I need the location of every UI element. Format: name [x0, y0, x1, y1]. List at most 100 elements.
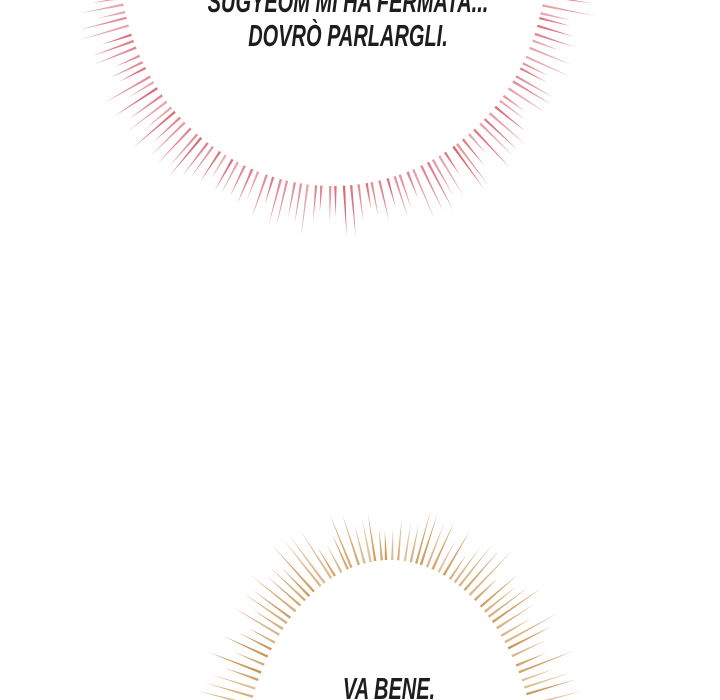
- burst-spike: [379, 527, 383, 561]
- burst-spike: [431, 159, 453, 196]
- burst-spike: [406, 171, 418, 199]
- burst-spike: [463, 549, 500, 592]
- burst-spike: [438, 155, 464, 196]
- burst-spike: [283, 539, 322, 587]
- burst-spike: [110, 61, 144, 78]
- burst-spike: [487, 587, 529, 618]
- burst-spike: [281, 567, 311, 597]
- burst-spike: [127, 100, 168, 132]
- burst-spike: [507, 87, 546, 113]
- burst-spike: [92, 0, 116, 3]
- burst-spike: [437, 540, 456, 573]
- burst-spike: [502, 94, 525, 112]
- burst-spike: [491, 587, 542, 624]
- speech-line: SUGYEOM MI HA FERMATA...: [207, 0, 489, 19]
- burst-spike: [532, 39, 559, 50]
- burst-spike: [300, 530, 333, 579]
- burst-spike: [496, 604, 535, 630]
- burst-spike: [251, 174, 268, 218]
- top-bubble-spikes: [80, 0, 596, 237]
- burst-spike: [80, 16, 127, 30]
- burst-spike: [229, 165, 246, 197]
- burst-spike: [519, 67, 547, 83]
- burst-spike: [488, 112, 526, 145]
- burst-spike: [326, 544, 343, 573]
- burst-spike: [182, 142, 209, 176]
- burst-spike: [329, 513, 353, 569]
- burst-spike: [425, 521, 445, 568]
- burst-spike: [197, 690, 237, 700]
- burst-spike: [483, 118, 518, 150]
- burst-spike: [515, 75, 553, 98]
- burst-spike: [239, 633, 272, 651]
- burst-spike: [357, 184, 364, 222]
- burst-spike: [507, 626, 552, 650]
- burst-spike: [384, 530, 388, 561]
- speech-line: VA BENE.: [342, 671, 436, 700]
- burst-spike: [484, 586, 517, 613]
- burst-spike: [409, 523, 420, 563]
- burst-spike: [319, 185, 323, 212]
- burst-spike: [220, 161, 239, 195]
- burst-spike: [448, 554, 467, 580]
- burst-spike: [479, 122, 513, 156]
- burst-spike: [511, 640, 546, 658]
- burst-spike: [452, 145, 485, 190]
- burst-spike: [378, 180, 390, 222]
- bottom-bubble-spikes: [197, 510, 583, 700]
- burst-spike: [431, 520, 455, 570]
- burst-spike: [342, 185, 347, 237]
- burst-spike: [518, 651, 574, 674]
- burst-spike: [391, 527, 394, 561]
- burst-spike: [537, 24, 574, 37]
- burst-spike: [442, 529, 471, 576]
- burst-spike: [461, 138, 485, 166]
- burst-spike: [204, 682, 254, 698]
- burst-spike: [223, 635, 269, 658]
- burst-spike: [301, 184, 309, 237]
- burst-spike: [479, 574, 518, 608]
- burst-spike: [224, 667, 259, 682]
- burst-spike: [515, 653, 547, 667]
- burst-spike: [334, 186, 337, 217]
- burst-spike: [368, 513, 377, 562]
- burst-spike: [426, 161, 454, 211]
- burst-spike: [80, 24, 129, 40]
- burst-spike: [354, 524, 366, 564]
- burst-spike: [250, 574, 297, 613]
- burst-spike: [540, 12, 571, 21]
- burst-spike: [234, 652, 265, 666]
- burst-spike: [190, 146, 214, 178]
- burst-spike: [272, 546, 315, 593]
- burst-spike: [115, 87, 158, 116]
- burst-spike: [458, 544, 493, 587]
- burst-spike: [522, 62, 548, 76]
- burst-spike: [403, 520, 412, 562]
- burst-spike: [539, 16, 571, 26]
- burst-spike: [512, 80, 552, 105]
- burst-spike: [104, 75, 151, 103]
- burst-spike: [529, 46, 572, 65]
- burst-spike: [247, 171, 260, 200]
- bottom-bubble-text: VA BENE.: [343, 672, 435, 700]
- speech-line: DOVRÒ PARLARGLI.: [248, 18, 448, 53]
- burst-spike: [526, 679, 577, 696]
- burst-spike: [128, 81, 155, 98]
- burst-spike: [145, 106, 173, 129]
- burst-spike: [93, 39, 135, 56]
- burst-spike: [331, 533, 349, 570]
- burst-spike: [264, 176, 275, 205]
- burst-spike: [504, 613, 558, 644]
- burst-spike: [521, 669, 554, 682]
- burst-spike: [543, 690, 583, 700]
- burst-spike: [268, 178, 283, 225]
- burst-spike: [365, 183, 372, 210]
- burst-spike: [494, 105, 526, 132]
- burst-spike: [208, 652, 262, 674]
- burst-spike: [211, 154, 227, 179]
- burst-spike: [473, 128, 511, 169]
- burst-spike: [386, 178, 396, 207]
- burst-spike: [412, 168, 435, 219]
